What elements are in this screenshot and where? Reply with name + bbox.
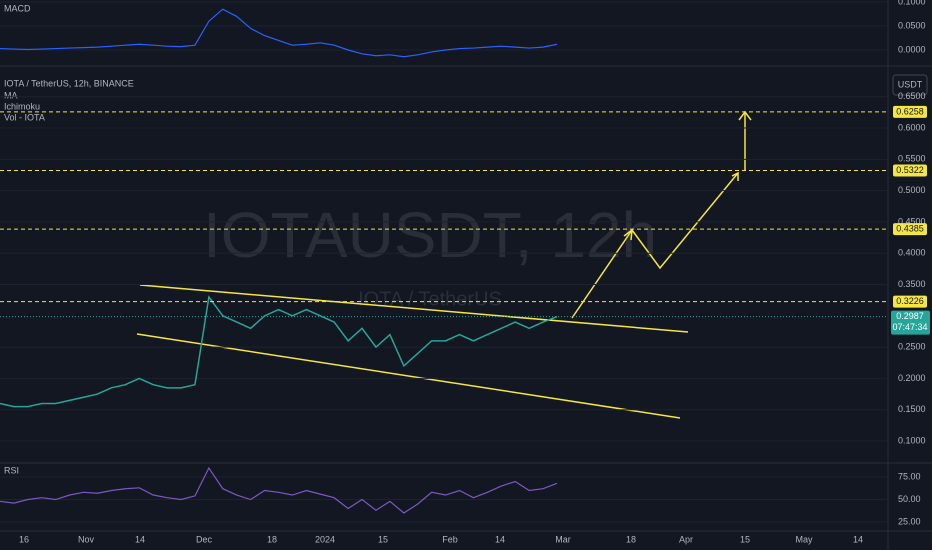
level-tag-label: 0.3226 [896,296,924,306]
time-tick-label: 18 [267,534,277,544]
currency-button[interactable] [892,74,928,96]
indicator-legend[interactable]: MA [4,90,18,100]
level-tag [893,105,927,118]
countdown: 07:47:34 [892,322,927,332]
price-tick-label: 0.1000 [898,0,926,6]
time-tick-label: Apr [679,534,693,544]
price-tick-label: 0.2500 [898,342,926,352]
drawings [136,110,752,419]
price-tick-label: 75.00 [898,471,921,481]
currency-button-label[interactable]: USDT [898,79,923,89]
time-tick-label: 2024 [315,534,335,544]
level-tag [893,223,927,236]
price-tick-label: 50.00 [898,494,921,504]
last-price-tag [891,310,930,335]
time-tick-label: 14 [853,534,863,544]
time-tick-label: 15 [740,534,750,544]
arrow-head [731,171,739,181]
symbol-legend[interactable]: IOTA / TetherUS, 12h, BINANCE [4,78,134,88]
rsi-label: RSI [4,465,19,475]
price-tick-label: 0.0000 [898,44,926,54]
price-tick-label: 0.5000 [898,185,926,195]
series-line [0,466,558,514]
forecast-arrow [571,172,739,319]
time-tick-label: May [795,534,813,544]
price-tick-label: 25.00 [898,516,921,526]
level-tag-label: 0.5322 [896,165,924,175]
price-tick-label: 0.4000 [898,248,926,258]
price-tick-label: 0.1000 [898,435,926,445]
price-tick-label: 0.6000 [898,122,926,132]
time-tick-label: Mar [555,534,571,544]
price-tick-label: 0.6500 [898,91,926,101]
indicator-legend[interactable]: Vol - IOTA [4,112,45,122]
indicator-legend[interactable]: Ichimoku [4,101,40,111]
trend-line [136,333,681,419]
time-tick-label: 15 [378,534,388,544]
time-tick-label: 16 [19,534,29,544]
series-line [0,295,558,408]
price-tick-label: 0.4500 [898,216,926,226]
watermark-title: IOTAUSDT, 12h [203,199,657,271]
macd-label: MACD [4,3,31,13]
watermark-subtitle: IOTA / TetherUS [358,288,502,310]
series-line [0,8,558,58]
price-tick-label: 0.5500 [898,154,926,164]
time-tick-label: 18 [626,534,636,544]
price-tick-label: 0.0500 [898,20,926,30]
last-price-label: 0.2987 [896,311,924,321]
level-tag-label: 0.4385 [896,224,924,234]
time-tick-label: 14 [135,534,145,544]
arrow-head [623,228,633,241]
time-tick-label: Nov [78,534,95,544]
time-tick-label: Dec [196,534,213,544]
trend-line [139,284,689,333]
level-tag [893,295,927,308]
price-tick-label: 0.1500 [898,404,926,414]
level-tag [893,164,927,177]
price-tick-label: 0.3500 [898,279,926,289]
time-tick-label: 14 [495,534,505,544]
time-tick-label: Feb [442,534,458,544]
level-tag-label: 0.6258 [896,106,924,116]
price-tick-label: 0.2000 [898,373,926,383]
